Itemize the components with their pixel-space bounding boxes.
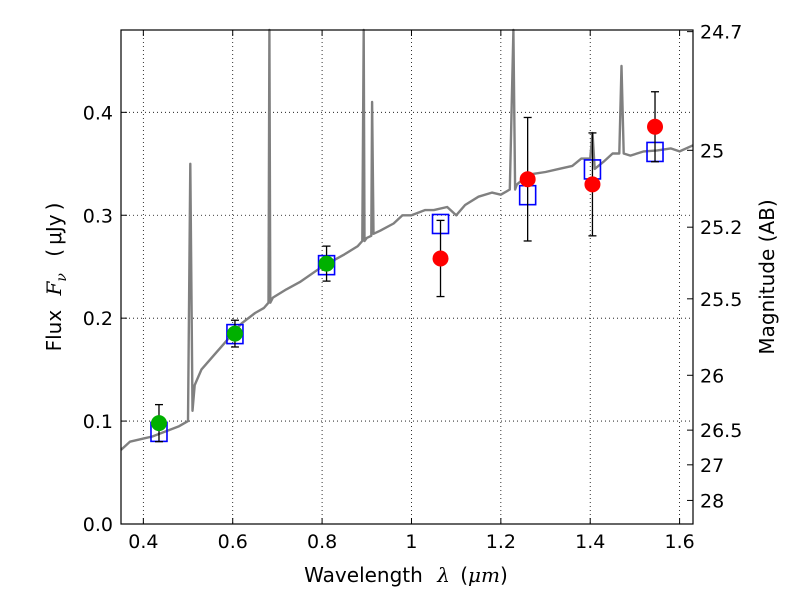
error-bar-layer (154, 91, 660, 443)
observed-point (647, 118, 664, 135)
y-tick-label: 0.3 (83, 205, 113, 227)
spectrum-line (120, 28, 694, 451)
x-tick-label: 1.6 (664, 531, 694, 553)
y-tick-label: 0.2 (83, 308, 113, 330)
x-tick-label: 1.2 (486, 531, 516, 553)
x-tick-label: 0.4 (128, 531, 158, 553)
right-tick-label: 26 (700, 365, 724, 387)
x-tick-label: 1 (405, 531, 417, 553)
right-tick-label: 25 (700, 140, 724, 162)
x-tick-label: 0.6 (218, 531, 248, 553)
y-tick-label: 0.4 (83, 102, 113, 124)
observed-point-layer (150, 118, 664, 432)
y-tick-label: 0.0 (83, 514, 113, 536)
x-tick-label: 1.4 (575, 531, 605, 553)
grid-lines (121, 30, 693, 524)
right-tick-label: 24.7 (700, 22, 742, 44)
right-axis-title: Magnitude (AB) (755, 199, 779, 354)
right-tick-label: 25.5 (700, 289, 742, 311)
axis-ticks: 0.4 0.6 0.8 1 1.2 1.4 1.6 0.0 0.1 0.2 0.3 0.4 24.7 25… (83, 22, 743, 553)
observed-point (318, 255, 335, 272)
right-tick-label: 26.5 (700, 420, 742, 442)
y-axis-title: Flux Fν (μJy) (42, 203, 71, 352)
spectrum-layer (120, 28, 694, 451)
right-tick-label: 27 (700, 455, 724, 477)
plot-frame (120, 29, 694, 525)
x-tick-label: 0.8 (307, 531, 337, 553)
observed-point (584, 176, 601, 193)
x-axis-title: Wavelength λ (μm) (304, 563, 508, 587)
observed-point (432, 250, 449, 267)
y-tick-label: 0.1 (83, 411, 113, 433)
observed-point (150, 415, 167, 432)
observed-point (226, 325, 243, 342)
right-tick-label: 28 (700, 490, 724, 512)
observed-point (519, 171, 536, 188)
right-tick-label: 25.2 (700, 217, 742, 239)
